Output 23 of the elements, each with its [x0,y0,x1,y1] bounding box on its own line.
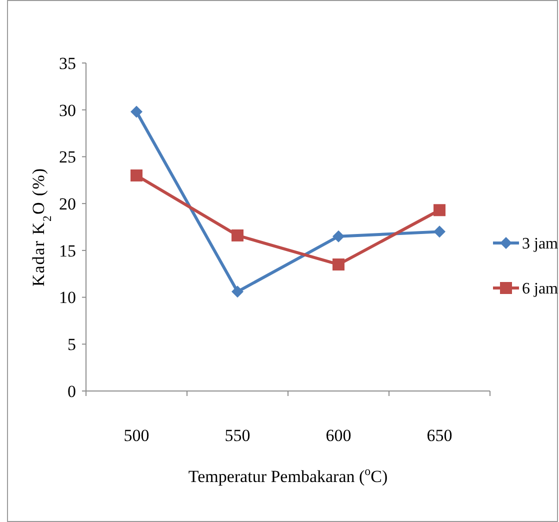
point [232,286,244,298]
point [434,226,446,238]
y-tick-label: 35 [59,54,76,73]
y-tick-label: 10 [59,288,76,308]
y-tick-label: 30 [59,100,76,120]
y-tick-label: 20 [59,194,76,214]
point [332,258,344,270]
point [332,230,344,242]
x-tick-label: 500 [124,426,150,445]
point [130,106,142,118]
y-tick-label: 15 [59,241,76,260]
point [434,204,446,216]
point [232,229,244,242]
point [130,169,142,182]
y-tick-label: 5 [68,335,76,354]
y-tick-label: 0 [68,382,76,401]
x-axis-title: Temperatur Pembakaran ($^{o}$C) [188,464,388,486]
legend-label: 6 jam [522,280,559,298]
x-tick-label: 550 [224,426,250,445]
legend-label: 3 jam [522,236,559,253]
x-tick-label: 650 [426,426,452,445]
y-tick-label: 25 [59,148,76,167]
x-tick-label: 600 [326,426,352,445]
